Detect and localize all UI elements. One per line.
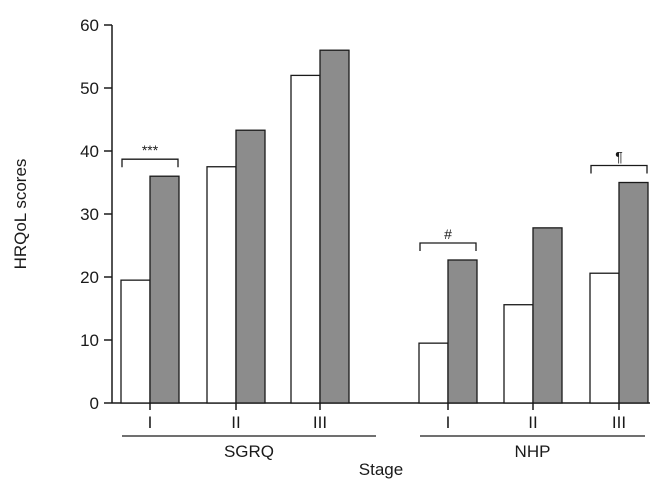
bar bbox=[290, 74, 321, 404]
y-tick-label: 40 bbox=[80, 142, 99, 161]
annotations: *** # ¶ bbox=[121, 142, 648, 251]
y-tick-label: 60 bbox=[80, 16, 99, 35]
significance-marker: # bbox=[444, 226, 452, 242]
group-label: SGRQ bbox=[224, 442, 274, 461]
significance-bracket bbox=[419, 242, 477, 251]
bar bbox=[418, 342, 449, 404]
bar bbox=[503, 304, 534, 404]
y-tick-label: 0 bbox=[90, 394, 99, 413]
bar bbox=[206, 166, 237, 404]
x-axis-title: Stage bbox=[359, 460, 403, 479]
bar bbox=[447, 259, 478, 404]
y-ticks: 0 10 20 30 40 50 60 bbox=[80, 16, 112, 413]
x-axis: I II III I II III bbox=[112, 402, 650, 432]
x-tick-label: III bbox=[313, 413, 327, 432]
y-axis-title: HRQoL scores bbox=[11, 159, 30, 270]
y-tick-label: 10 bbox=[80, 331, 99, 350]
significance-marker: *** bbox=[142, 142, 159, 158]
y-tick-label: 50 bbox=[80, 79, 99, 98]
y-tick-label: 20 bbox=[80, 268, 99, 287]
bar bbox=[618, 181, 649, 404]
x-tick-label: II bbox=[528, 413, 537, 432]
y-tick-label: 30 bbox=[80, 205, 99, 224]
x-tick-label: I bbox=[148, 413, 153, 432]
significance-marker: ¶ bbox=[615, 149, 623, 165]
group-label: NHP bbox=[515, 442, 551, 461]
group-labels: SGRQ NHP bbox=[122, 435, 645, 461]
x-tick-label: II bbox=[231, 413, 240, 432]
x-tick-label: I bbox=[446, 413, 451, 432]
significance-bracket bbox=[121, 158, 179, 168]
bar bbox=[319, 49, 350, 404]
bar bbox=[532, 227, 563, 404]
bar bbox=[149, 175, 180, 404]
x-tick-label: III bbox=[612, 413, 626, 432]
bars bbox=[120, 49, 649, 404]
significance-bracket bbox=[590, 164, 648, 174]
y-axis: 0 10 20 30 40 50 60 bbox=[80, 16, 113, 413]
x-ticks: I II III I II III bbox=[148, 403, 626, 432]
bar bbox=[120, 279, 151, 404]
bar bbox=[589, 272, 620, 404]
bar bbox=[235, 129, 266, 404]
